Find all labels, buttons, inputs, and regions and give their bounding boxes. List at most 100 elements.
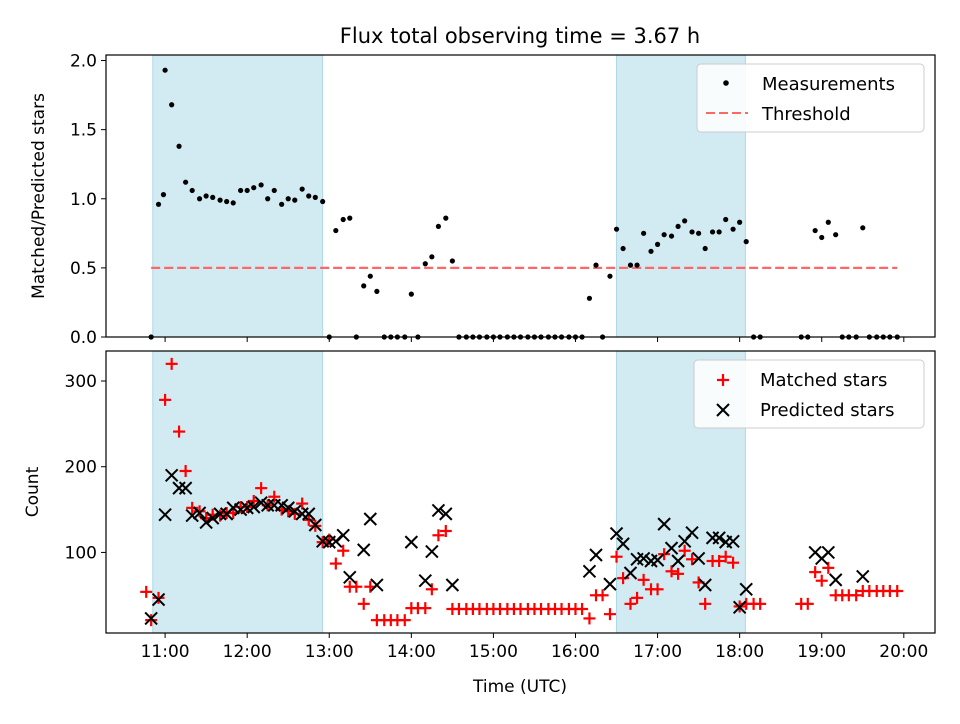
measurement-point xyxy=(449,258,455,264)
top-shaded-intervals xyxy=(152,54,746,338)
measurement-point xyxy=(661,232,667,238)
measurement-point xyxy=(271,187,277,194)
matched-star-point xyxy=(617,572,630,585)
predicted-star-point xyxy=(172,481,186,495)
measurement-point xyxy=(162,67,168,73)
x-tick-label: 19:00 xyxy=(797,642,846,662)
matched-star-point xyxy=(173,425,186,438)
matched-star-point xyxy=(140,585,153,598)
measurement-point xyxy=(169,102,175,108)
measurement-point xyxy=(374,288,380,294)
predicted-star-markers xyxy=(144,468,870,626)
predicted-star-point xyxy=(260,498,275,512)
legend-matched-label: Matched stars xyxy=(760,370,887,391)
measurement-point xyxy=(251,185,257,191)
legend-threshold-label: Threshold xyxy=(761,104,851,125)
matched-star-point xyxy=(179,465,192,477)
measurement-point xyxy=(244,187,250,194)
measurement-point xyxy=(176,143,182,149)
predicted-star-point xyxy=(158,508,172,522)
matched-star-point xyxy=(337,544,350,557)
legend-matched-marker xyxy=(717,374,729,386)
figure-title: Flux total observing time = 3.67 h xyxy=(340,24,700,48)
measurement-point xyxy=(429,254,435,260)
measurement-point xyxy=(654,241,661,247)
predicted-star-point xyxy=(213,507,227,521)
predicted-star-point xyxy=(343,570,357,584)
matched-star-point xyxy=(809,566,822,579)
matched-star-point xyxy=(302,513,315,526)
x-axis-label: Time (UTC) xyxy=(472,677,567,697)
matched-star-point xyxy=(419,602,432,615)
bottom-y-ticks: 100 200 300 xyxy=(65,372,106,563)
bottom-plot-frame xyxy=(105,350,936,634)
predicted-star-point xyxy=(295,507,309,521)
matched-star-point xyxy=(624,597,637,610)
measurement-point xyxy=(709,229,716,235)
predicted-star-point xyxy=(418,574,432,588)
predicted-star-point xyxy=(336,528,350,542)
top-y-axis-label: Matched/Predicted stars xyxy=(29,93,49,299)
measurement-point xyxy=(333,227,339,234)
measurement-point xyxy=(819,234,825,241)
measurement-point xyxy=(408,291,414,297)
matched-star-point xyxy=(754,597,767,610)
ratio-panel: 0.00.51.01.52.0 Matched/Predicted stars … xyxy=(29,52,936,348)
predicted-star-point xyxy=(151,592,166,607)
matched-star-point xyxy=(576,603,589,615)
measurement-point xyxy=(648,248,654,254)
measurement-point xyxy=(675,223,681,230)
top-y-tick-label: 0.5 xyxy=(70,259,97,279)
predicted-star-point xyxy=(657,517,671,531)
measurement-point xyxy=(435,223,442,230)
matched-star-point xyxy=(672,567,685,580)
measurement-point xyxy=(860,225,866,231)
measurement-point xyxy=(641,230,647,236)
measurement-point xyxy=(312,194,318,200)
top-legend: Measurements Threshold xyxy=(696,63,925,133)
measurement-point xyxy=(620,245,626,252)
measurement-point xyxy=(634,262,640,268)
predicted-star-point xyxy=(616,537,630,551)
predicted-star-point xyxy=(164,468,179,482)
measurement-point xyxy=(723,216,729,223)
predicted-star-point xyxy=(445,578,460,592)
measurement-point xyxy=(682,218,688,224)
matched-star-point xyxy=(631,591,644,604)
x-tick-label: 12:00 xyxy=(223,642,272,662)
measurement-point xyxy=(203,193,209,199)
predicted-star-point xyxy=(603,577,617,591)
matched-star-point xyxy=(296,497,309,510)
measurement-point xyxy=(716,229,722,235)
measurement-point xyxy=(217,197,223,203)
matched-star-point xyxy=(186,501,199,514)
count-panel: 100 200 300 11:00 12:00 13:00 14:00 15:00 16:00… xyxy=(23,350,936,697)
measurement-point xyxy=(443,215,449,221)
top-x-ticks xyxy=(164,337,905,342)
matched-star-point xyxy=(727,556,740,569)
measurement-point xyxy=(265,196,271,202)
predicted-star-point xyxy=(370,578,384,592)
measurement-point xyxy=(361,283,367,289)
measurement-point xyxy=(230,200,236,206)
predicted-star-point xyxy=(288,504,302,518)
measurement-point xyxy=(155,201,162,207)
predicted-star-point xyxy=(732,600,747,614)
measurement-point xyxy=(689,229,695,235)
x-tick-label: 16:00 xyxy=(551,642,600,662)
predicted-star-point xyxy=(363,512,378,526)
bot-y-tick-label: 200 xyxy=(65,458,97,478)
measurement-point xyxy=(702,245,708,252)
matched-star-point xyxy=(603,608,616,621)
measurement-point xyxy=(825,219,831,225)
predicted-star-point xyxy=(691,551,706,566)
predicted-star-point xyxy=(726,534,740,548)
predicted-star-point xyxy=(302,507,316,521)
top-y-tick-label: 1.0 xyxy=(70,190,97,210)
top-y-ticks: 0.0 0.5 1.0 1.5 2.0 xyxy=(70,52,106,348)
legend-measurement-marker xyxy=(723,80,729,86)
x-tick-label: 17:00 xyxy=(633,642,682,662)
top-plot-frame xyxy=(105,54,936,338)
matched-star-point xyxy=(801,597,814,610)
measurement-point xyxy=(292,197,298,203)
